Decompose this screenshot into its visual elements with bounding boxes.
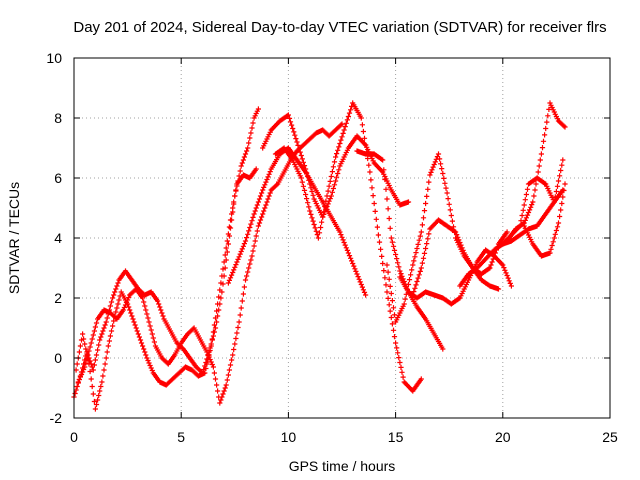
data-point-markers (73, 166, 259, 412)
x-tick-label: 5 (177, 429, 185, 445)
series-arc-4 (225, 145, 369, 298)
x-tick-label: 15 (388, 429, 404, 445)
data-point-markers (410, 217, 502, 298)
y-axis-label: SDTVAR / TECUs (6, 182, 22, 294)
data-point-markers (75, 121, 345, 406)
data-point-markers (272, 100, 424, 394)
y-tick-label: 10 (46, 50, 62, 66)
y-tick-label: 0 (54, 350, 62, 366)
y-tick-label: 4 (54, 230, 62, 246)
series-arc-10 (410, 217, 502, 298)
data-points (71, 100, 568, 412)
chart-title: Day 201 of 2024, Sidereal Day-to-day VTE… (73, 19, 606, 36)
x-axis-label: GPS time / hours (289, 458, 396, 474)
x-tick-label: 10 (281, 429, 297, 445)
y-tick-labels: -2 0 2 4 6 8 10 (46, 50, 62, 426)
series-arc-2 (73, 166, 259, 412)
series-arc-13 (500, 157, 566, 247)
x-tick-label: 20 (495, 429, 511, 445)
y-tick-label: 8 (54, 110, 62, 126)
data-point-markers (500, 157, 566, 247)
x-tick-label: 0 (70, 429, 78, 445)
y-tick-label: -2 (50, 410, 63, 426)
x-tick-labels: 0 5 10 15 20 25 (70, 429, 618, 445)
data-point-markers (354, 148, 446, 352)
data-point-markers (521, 181, 568, 259)
series-arc-14 (521, 181, 568, 259)
series-arc-3 (75, 121, 345, 406)
data-point-markers (397, 247, 514, 307)
series-arc-6 (272, 100, 424, 394)
series-arc-9 (397, 247, 514, 307)
y-tick-label: 2 (54, 290, 62, 306)
x-tick-label: 25 (602, 429, 618, 445)
data-point-markers (225, 145, 369, 298)
series-arc-7 (354, 148, 446, 352)
axis-ticks (73, 57, 611, 419)
y-tick-label: 6 (54, 170, 62, 186)
